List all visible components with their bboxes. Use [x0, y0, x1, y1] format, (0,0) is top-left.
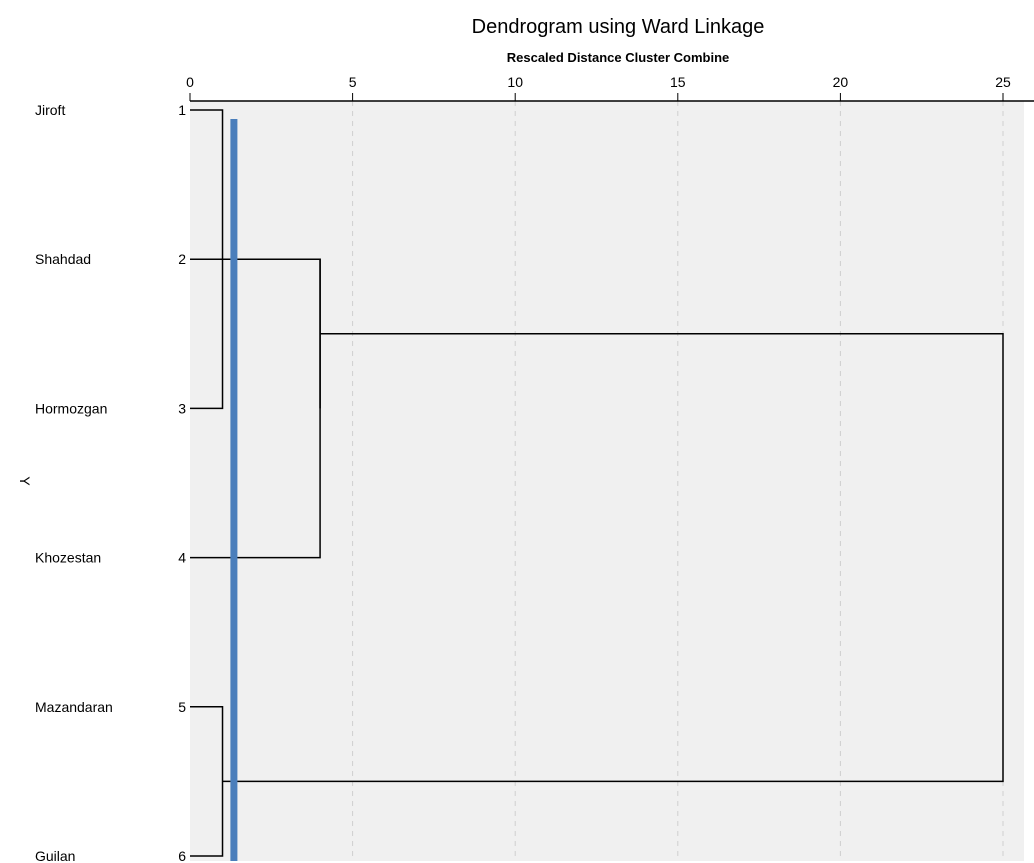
- cut-line[interactable]: [230, 119, 238, 861]
- x-tick-label: 20: [833, 74, 849, 90]
- leaf-number: 4: [178, 550, 186, 566]
- x-tick-label: 0: [186, 74, 194, 90]
- leaf-number: 5: [178, 699, 186, 715]
- dendrogram-link: [222, 333, 1004, 783]
- leaf-name: Hormozgan: [35, 400, 107, 416]
- leaf-name: Mazandaran: [35, 699, 113, 715]
- leaf-labels: Jiroft 1 Shahdad 2 Hormozgan 3 Khozestan 4 Mazan…: [35, 102, 186, 863]
- cut-line-layer: [230, 119, 238, 861]
- leaf-number: 3: [178, 400, 186, 416]
- leaf-number: 1: [178, 102, 186, 118]
- dendrogram-tree: [190, 109, 1004, 857]
- x-tick-label: 10: [507, 74, 523, 90]
- leaf-number: 2: [178, 251, 186, 267]
- dendrogram-link: [222, 258, 321, 409]
- leaf-name: Khozestan: [35, 550, 101, 566]
- plot-area: [190, 101, 1024, 861]
- link-path: [222, 258, 321, 409]
- x-axis: 0 5 10 15 20 25: [186, 74, 1034, 102]
- x-tick-label: 25: [995, 74, 1011, 90]
- x-tick-label: 5: [349, 74, 357, 90]
- leaf-number: 6: [178, 848, 186, 863]
- chart-subtitle: Rescaled Distance Cluster Combine: [507, 50, 730, 65]
- link-path: [222, 333, 1004, 783]
- x-tick-label: 15: [670, 74, 686, 90]
- leaf-name: Shahdad: [35, 251, 91, 267]
- y-axis-label: Y: [17, 476, 33, 486]
- leaf-name: Jiroft: [35, 102, 65, 118]
- leaf-name: Guilan: [35, 848, 75, 863]
- chart-title: Dendrogram using Ward Linkage: [472, 16, 765, 38]
